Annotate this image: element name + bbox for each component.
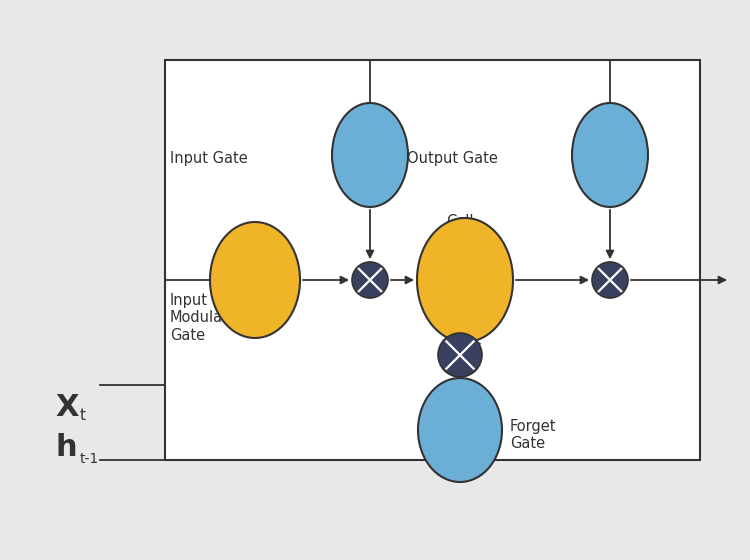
- Text: t: t: [80, 408, 86, 423]
- Ellipse shape: [332, 103, 408, 207]
- Ellipse shape: [210, 222, 300, 338]
- Ellipse shape: [417, 218, 513, 342]
- Text: X: X: [55, 393, 79, 422]
- Text: Forget
Gate: Forget Gate: [510, 419, 556, 451]
- Bar: [165, 60, 700, 460]
- Circle shape: [352, 262, 388, 298]
- Text: Output Gate: Output Gate: [407, 151, 498, 166]
- Text: Input Gate: Input Gate: [170, 151, 248, 166]
- Circle shape: [438, 333, 482, 377]
- Circle shape: [592, 262, 628, 298]
- Text: Input
Modulation
Gate: Input Modulation Gate: [170, 293, 251, 343]
- Ellipse shape: [418, 378, 502, 482]
- Text: h: h: [55, 433, 76, 462]
- Text: Cell: Cell: [446, 214, 474, 230]
- Ellipse shape: [572, 103, 648, 207]
- Text: t-1: t-1: [80, 452, 99, 466]
